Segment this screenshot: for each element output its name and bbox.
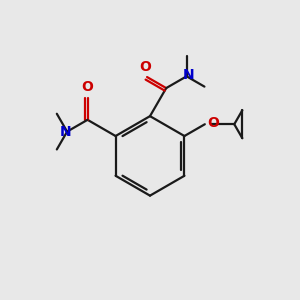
Text: O: O [140, 60, 152, 74]
Text: O: O [82, 80, 94, 94]
Text: N: N [182, 68, 194, 82]
Text: N: N [60, 124, 71, 139]
Text: O: O [207, 116, 219, 130]
